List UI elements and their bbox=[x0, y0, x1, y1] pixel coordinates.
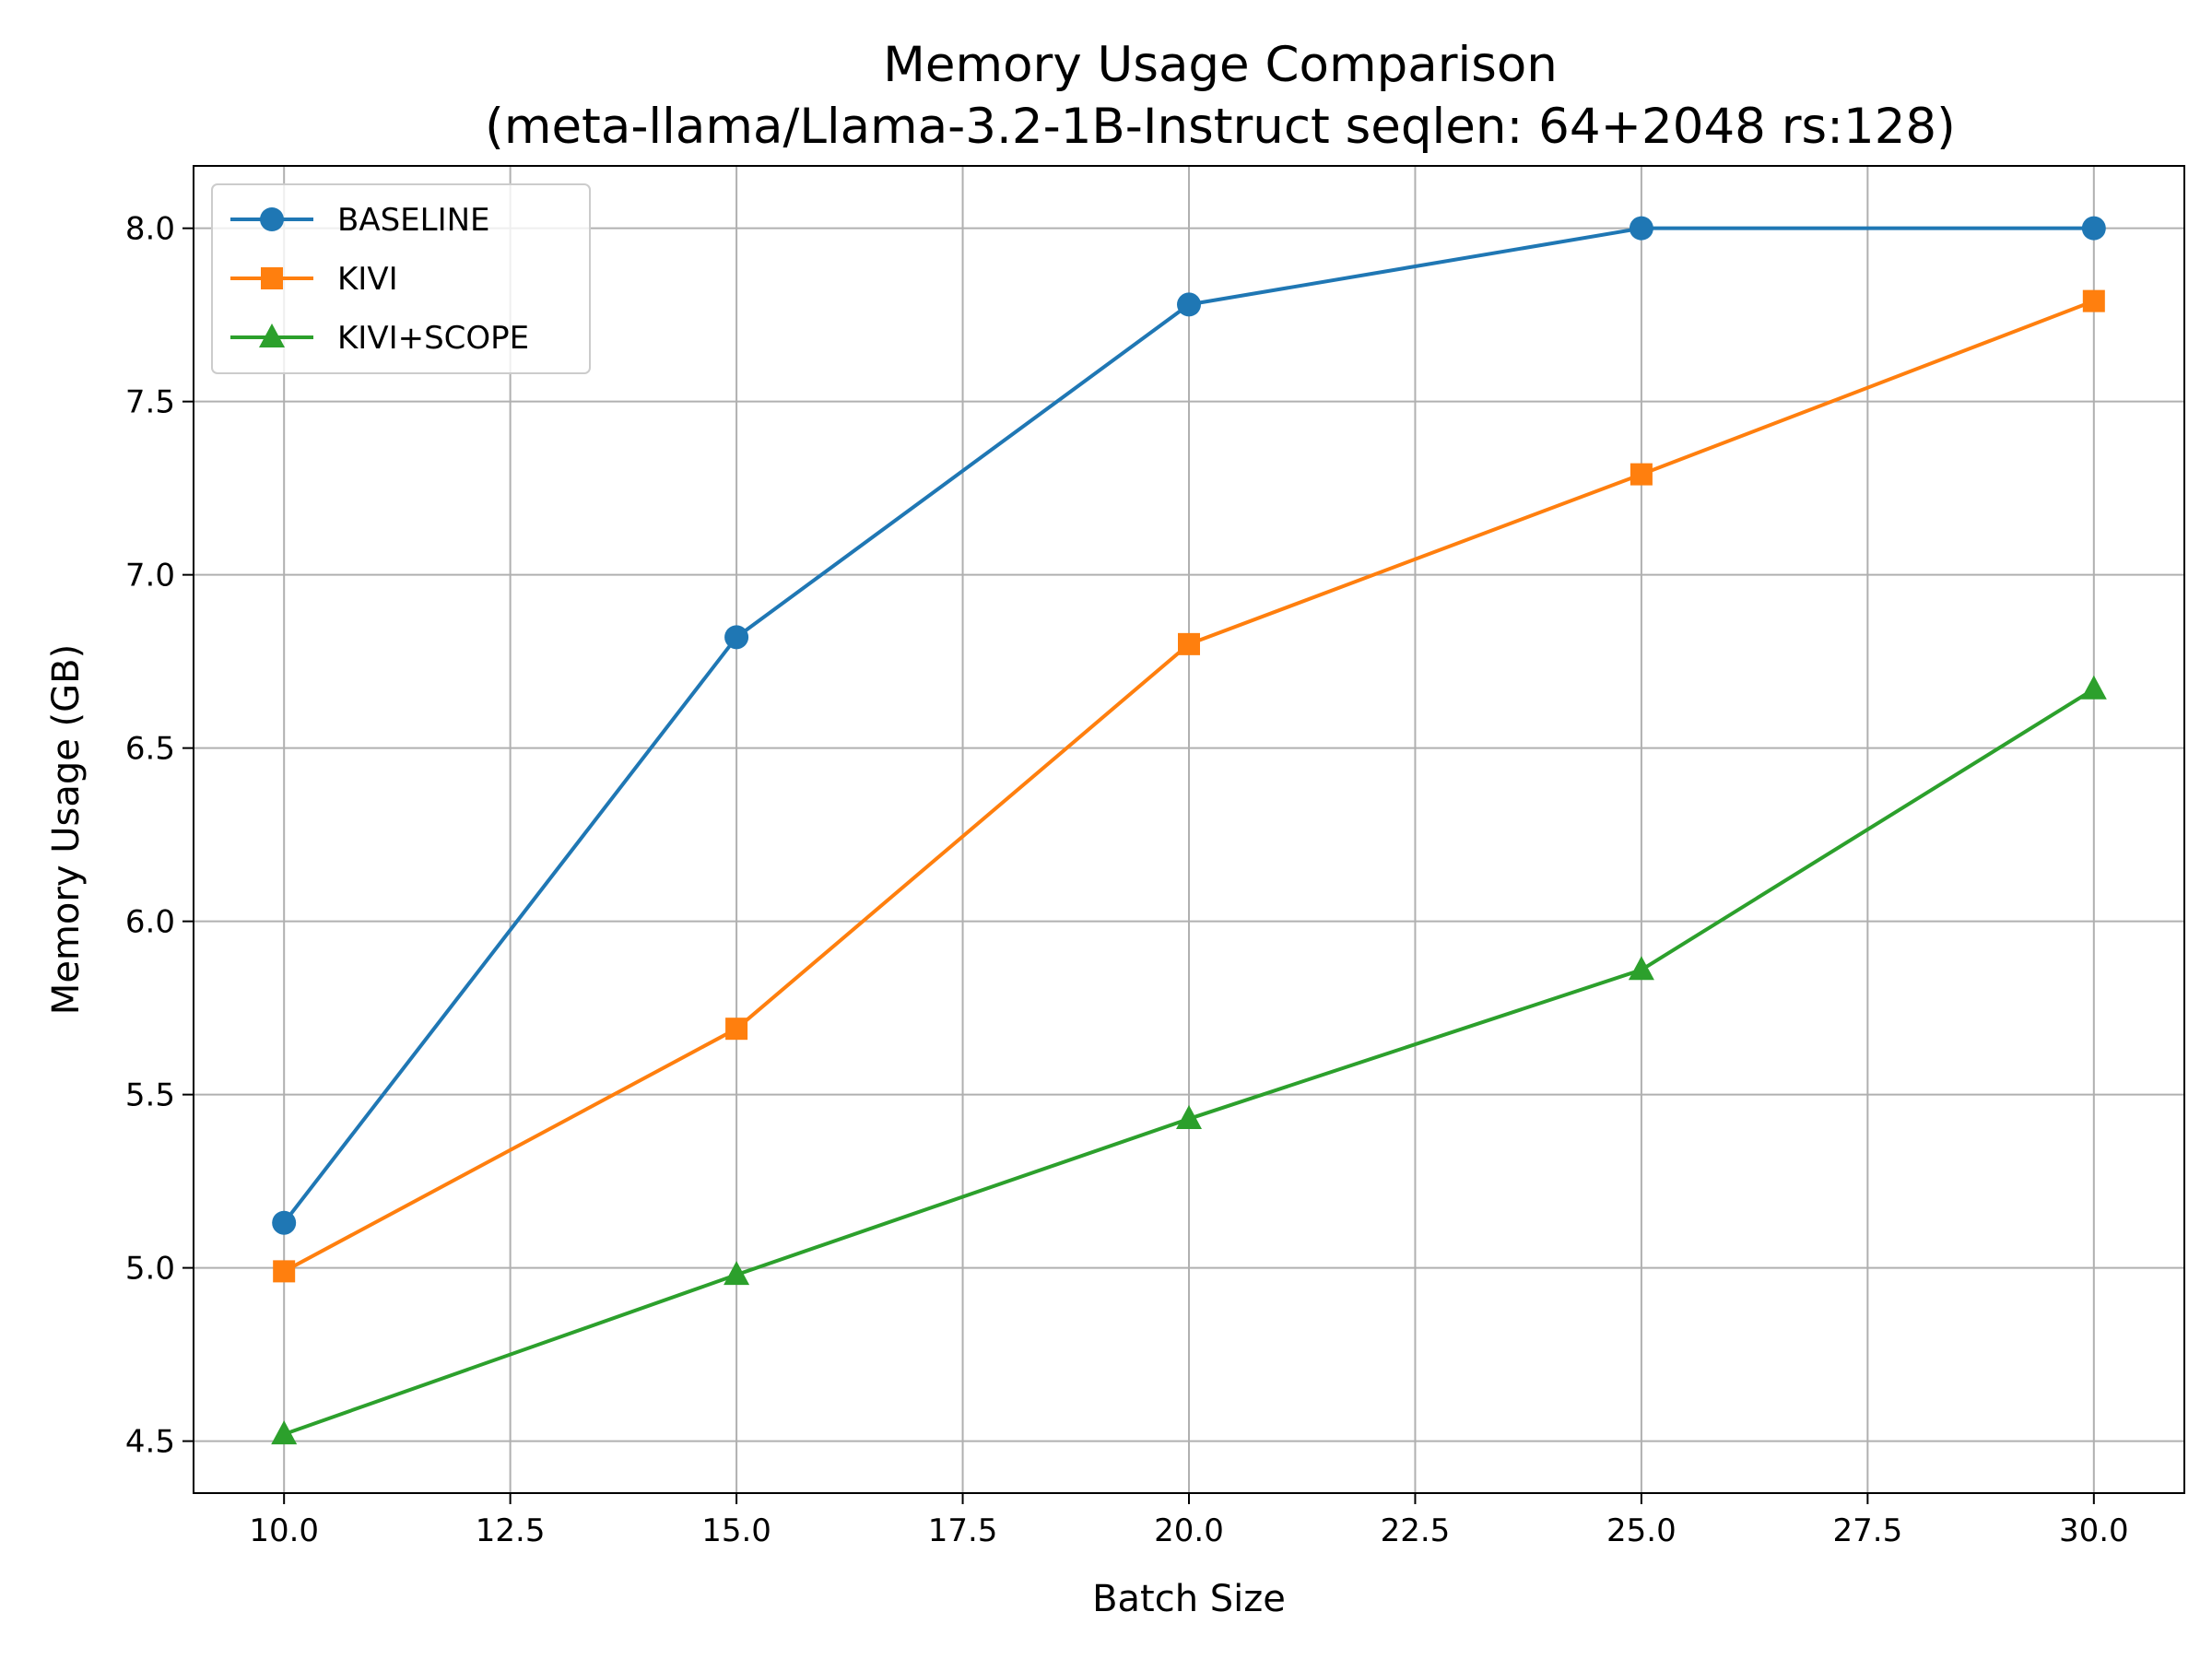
y-axis-label: Memory Usage (GB) bbox=[45, 644, 88, 1015]
x-tick-label: 25.0 bbox=[1606, 1512, 1677, 1549]
y-tick-label: 6.0 bbox=[125, 904, 175, 941]
y-tick-label: 8.0 bbox=[125, 211, 175, 248]
y-tick-label: 5.0 bbox=[125, 1251, 175, 1288]
series-kivi-scope bbox=[271, 675, 2107, 1445]
x-tick-label: 15.0 bbox=[701, 1512, 771, 1549]
data-point-kivi bbox=[725, 1018, 748, 1041]
data-point-kivi bbox=[1178, 632, 1200, 655]
x-tick-label: 20.0 bbox=[1154, 1512, 1224, 1549]
x-tick-label: 12.5 bbox=[476, 1512, 546, 1549]
x-tick-label: 17.5 bbox=[928, 1512, 998, 1549]
legend-label-kivi: KIVI bbox=[337, 261, 398, 298]
y-tick-label: 4.5 bbox=[125, 1424, 175, 1461]
legend-label-kivi-scope: KIVI+SCOPE bbox=[337, 320, 529, 357]
x-tick-label: 27.5 bbox=[1833, 1512, 1903, 1549]
plot-area-frame bbox=[193, 165, 2185, 1494]
legend-label-baseline: BASELINE bbox=[337, 202, 490, 239]
data-point-baseline bbox=[1629, 216, 1653, 241]
data-point-kivi-scope bbox=[724, 1261, 750, 1286]
legend-marker-kivi-scope bbox=[259, 324, 285, 347]
data-point-baseline bbox=[1177, 292, 1201, 317]
axis-ticks: 10.0 12.5 15.0 17.5 20.0 22.5 25.0 27.5 30.0 4.5 5… bbox=[125, 211, 2129, 1549]
series-baseline bbox=[272, 216, 2106, 1235]
data-point-kivi bbox=[1630, 463, 1653, 486]
chart-title-line-1: Memory Usage Comparison bbox=[883, 37, 1558, 93]
y-tick-label: 7.0 bbox=[125, 558, 175, 594]
data-point-baseline bbox=[2081, 216, 2106, 241]
series-kivi bbox=[273, 289, 2105, 1283]
data-point-baseline bbox=[272, 1210, 297, 1235]
x-tick-label: 22.5 bbox=[1381, 1512, 1451, 1549]
data-point-kivi bbox=[2082, 289, 2105, 312]
data-series bbox=[271, 216, 2107, 1445]
data-point-kivi bbox=[273, 1260, 296, 1283]
x-tick-label: 30.0 bbox=[2059, 1512, 2129, 1549]
y-tick-label: 7.5 bbox=[125, 384, 175, 421]
legend-box bbox=[211, 183, 591, 374]
legend-marker-kivi bbox=[261, 267, 283, 289]
data-point-kivi-scope bbox=[271, 1420, 298, 1445]
legend: BASELINE KIVI KIVI+SCOPE bbox=[211, 183, 591, 374]
x-axis-label: Batch Size bbox=[1092, 1578, 1286, 1620]
x-tick-label: 10.0 bbox=[249, 1512, 319, 1549]
data-point-kivi-scope bbox=[2080, 675, 2107, 700]
chart-title-line-2: (meta-llama/Llama-3.2-1B-Instruct seqlen… bbox=[485, 99, 1956, 155]
data-point-kivi-scope bbox=[1176, 1104, 1202, 1129]
y-tick-label: 6.5 bbox=[125, 731, 175, 768]
data-point-baseline bbox=[724, 625, 749, 650]
legend-marker-baseline bbox=[260, 207, 284, 231]
y-tick-label: 5.5 bbox=[125, 1077, 175, 1114]
data-point-kivi-scope bbox=[1628, 956, 1654, 981]
